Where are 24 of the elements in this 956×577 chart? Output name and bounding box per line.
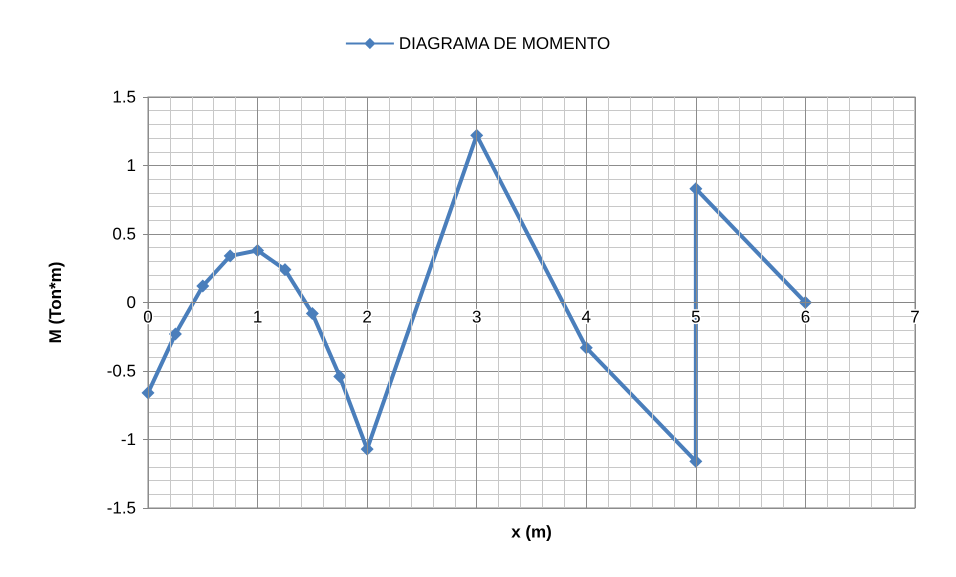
y-tick-label: 0.5 bbox=[112, 224, 136, 244]
x-axis-title: x (m) bbox=[511, 522, 552, 542]
x-tick-label: 1 bbox=[252, 308, 262, 326]
x-tick-label: 5 bbox=[691, 308, 701, 326]
y-axis-title: M (Ton*m) bbox=[46, 262, 65, 344]
legend-label: DIAGRAMA DE MOMENTO bbox=[398, 34, 610, 53]
point bbox=[168, 328, 182, 341]
x-tick-label: 7 bbox=[910, 308, 920, 326]
point bbox=[224, 249, 237, 262]
point bbox=[333, 370, 346, 383]
point bbox=[306, 306, 319, 320]
point bbox=[196, 280, 210, 293]
y-tick-label: -1 bbox=[120, 430, 136, 449]
y-tick-label: -1.5 bbox=[106, 498, 136, 518]
x-tick-label: 3 bbox=[472, 308, 482, 326]
x-tick-label: 4 bbox=[582, 308, 592, 326]
point bbox=[278, 263, 292, 276]
x-tick-label: 2 bbox=[362, 308, 372, 326]
y-tick-label: 1.5 bbox=[112, 88, 136, 106]
x-tick-label: 0 bbox=[143, 308, 153, 326]
x-tick-label: 6 bbox=[800, 308, 810, 326]
y-tick-label: 1 bbox=[126, 156, 136, 175]
y-tick-label: 0 bbox=[126, 293, 136, 312]
y-tick-label: -0.5 bbox=[106, 362, 136, 380]
